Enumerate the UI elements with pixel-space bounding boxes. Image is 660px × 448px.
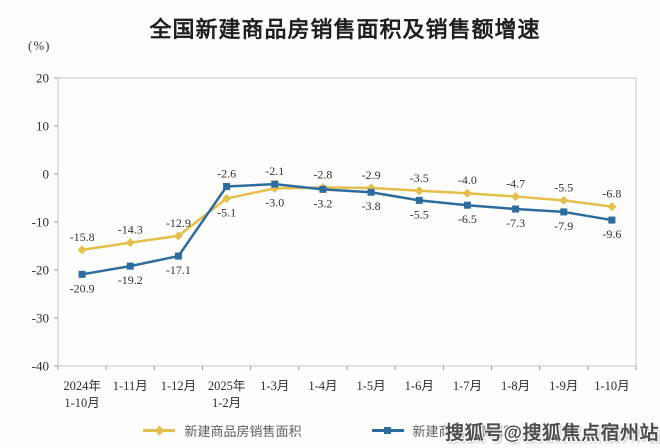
data-label: -9.6 [602, 227, 621, 241]
x-axis-label: 1-7月 [453, 379, 482, 393]
square-marker-icon [271, 180, 279, 188]
square-marker-icon [415, 196, 423, 204]
data-label: -3.8 [362, 199, 381, 213]
x-axis-label: 2024年 1-10月 [63, 379, 101, 410]
diamond-marker-icon [222, 193, 232, 203]
square-marker-icon [367, 188, 375, 196]
chart-legend: 新建商品房销售面积 新建商品房销售额 [0, 421, 660, 440]
y-axis-tick-label: 0 [43, 167, 50, 182]
y-axis-tick-label: -40 [32, 359, 49, 374]
data-label: -20.9 [70, 281, 95, 295]
legend-label-sales-amount: 新建商品房销售额 [412, 424, 517, 439]
legend-item-sales-amount: 新建商品房销售额 [371, 421, 517, 440]
x-axis-label: 1-9月 [549, 379, 578, 393]
x-axis-label: 2025年 1-2月 [208, 379, 246, 410]
data-label: -15.8 [70, 230, 95, 244]
diamond-marker-icon [414, 186, 424, 196]
data-label: -2.6 [217, 166, 236, 180]
square-marker-icon [560, 208, 568, 216]
square-marker-icon [174, 252, 182, 260]
square-marker-icon [608, 216, 616, 224]
x-axis-label: 1-12月 [161, 379, 196, 393]
diamond-marker-icon [462, 188, 472, 198]
square-marker-icon [78, 270, 86, 278]
diamond-marker-icon [511, 192, 521, 202]
series-line-1 [81, 182, 613, 276]
data-label: -2.9 [362, 168, 381, 182]
x-axis-label: 1-10月 [594, 379, 629, 393]
data-label: -6.5 [458, 212, 477, 226]
data-label: -5.5 [554, 180, 573, 194]
data-label: -14.3 [118, 223, 143, 237]
square-marker-icon [512, 205, 520, 213]
x-axis-label: 1-4月 [308, 379, 337, 393]
data-label: -5.1 [217, 205, 236, 219]
diamond-marker-icon [607, 202, 617, 212]
square-marker-icon [319, 185, 327, 193]
diamond-marker-icon [559, 195, 569, 205]
legend-swatch-sales-amount [371, 426, 404, 435]
x-axis-label: 1-5月 [356, 379, 385, 393]
y-axis-tick-label: -20 [32, 263, 49, 278]
y-axis-tick-label: -10 [32, 215, 49, 230]
x-axis-label: 1-8月 [501, 379, 530, 393]
square-marker-icon [223, 182, 231, 190]
data-label: -19.2 [118, 273, 143, 287]
diamond-marker-icon [154, 425, 165, 436]
x-axis-label: 1-6月 [405, 379, 434, 393]
data-label: -3.0 [265, 195, 284, 209]
data-label: -17.1 [166, 263, 191, 277]
diamond-marker-icon [125, 238, 135, 248]
diamond-marker-icon [173, 231, 183, 241]
watermark: 搜狐号@搜狐焦点宿州站 [444, 423, 659, 444]
legend-label-sales-area: 新建商品房销售面积 [184, 424, 302, 439]
chart-title: 全国新建商品房销售面积及销售额增速 [149, 17, 541, 42]
data-label: -12.9 [166, 216, 191, 230]
square-marker-icon [463, 201, 471, 209]
x-axis-label: 1-11月 [113, 379, 148, 393]
y-axis-tick-label: -30 [32, 311, 49, 326]
data-label: -3.5 [410, 171, 429, 185]
data-label: -6.8 [602, 187, 621, 201]
data-label: -4.0 [458, 173, 477, 187]
data-label: -3.2 [313, 196, 332, 210]
data-label: -5.5 [410, 207, 429, 221]
y-axis-tick-label: 10 [36, 119, 49, 134]
y-axis-unit-label: (%) [28, 38, 51, 53]
x-axis-label: 1-3月 [260, 379, 289, 393]
data-label: -2.8 [313, 167, 332, 181]
data-label: -2.1 [265, 164, 284, 178]
plot-area-border [57, 77, 637, 367]
y-axis-tick-label: 20 [36, 71, 49, 86]
square-marker-icon [384, 427, 391, 434]
data-label: -7.9 [554, 219, 573, 233]
legend-swatch-sales-area [143, 425, 176, 436]
square-marker-icon [126, 262, 134, 270]
data-label: -7.3 [506, 216, 525, 230]
series-line-0 [81, 186, 613, 252]
diamond-marker-icon [77, 245, 87, 255]
data-label: -4.7 [506, 177, 525, 191]
legend-item-sales-area: 新建商品房销售面积 [143, 421, 302, 440]
